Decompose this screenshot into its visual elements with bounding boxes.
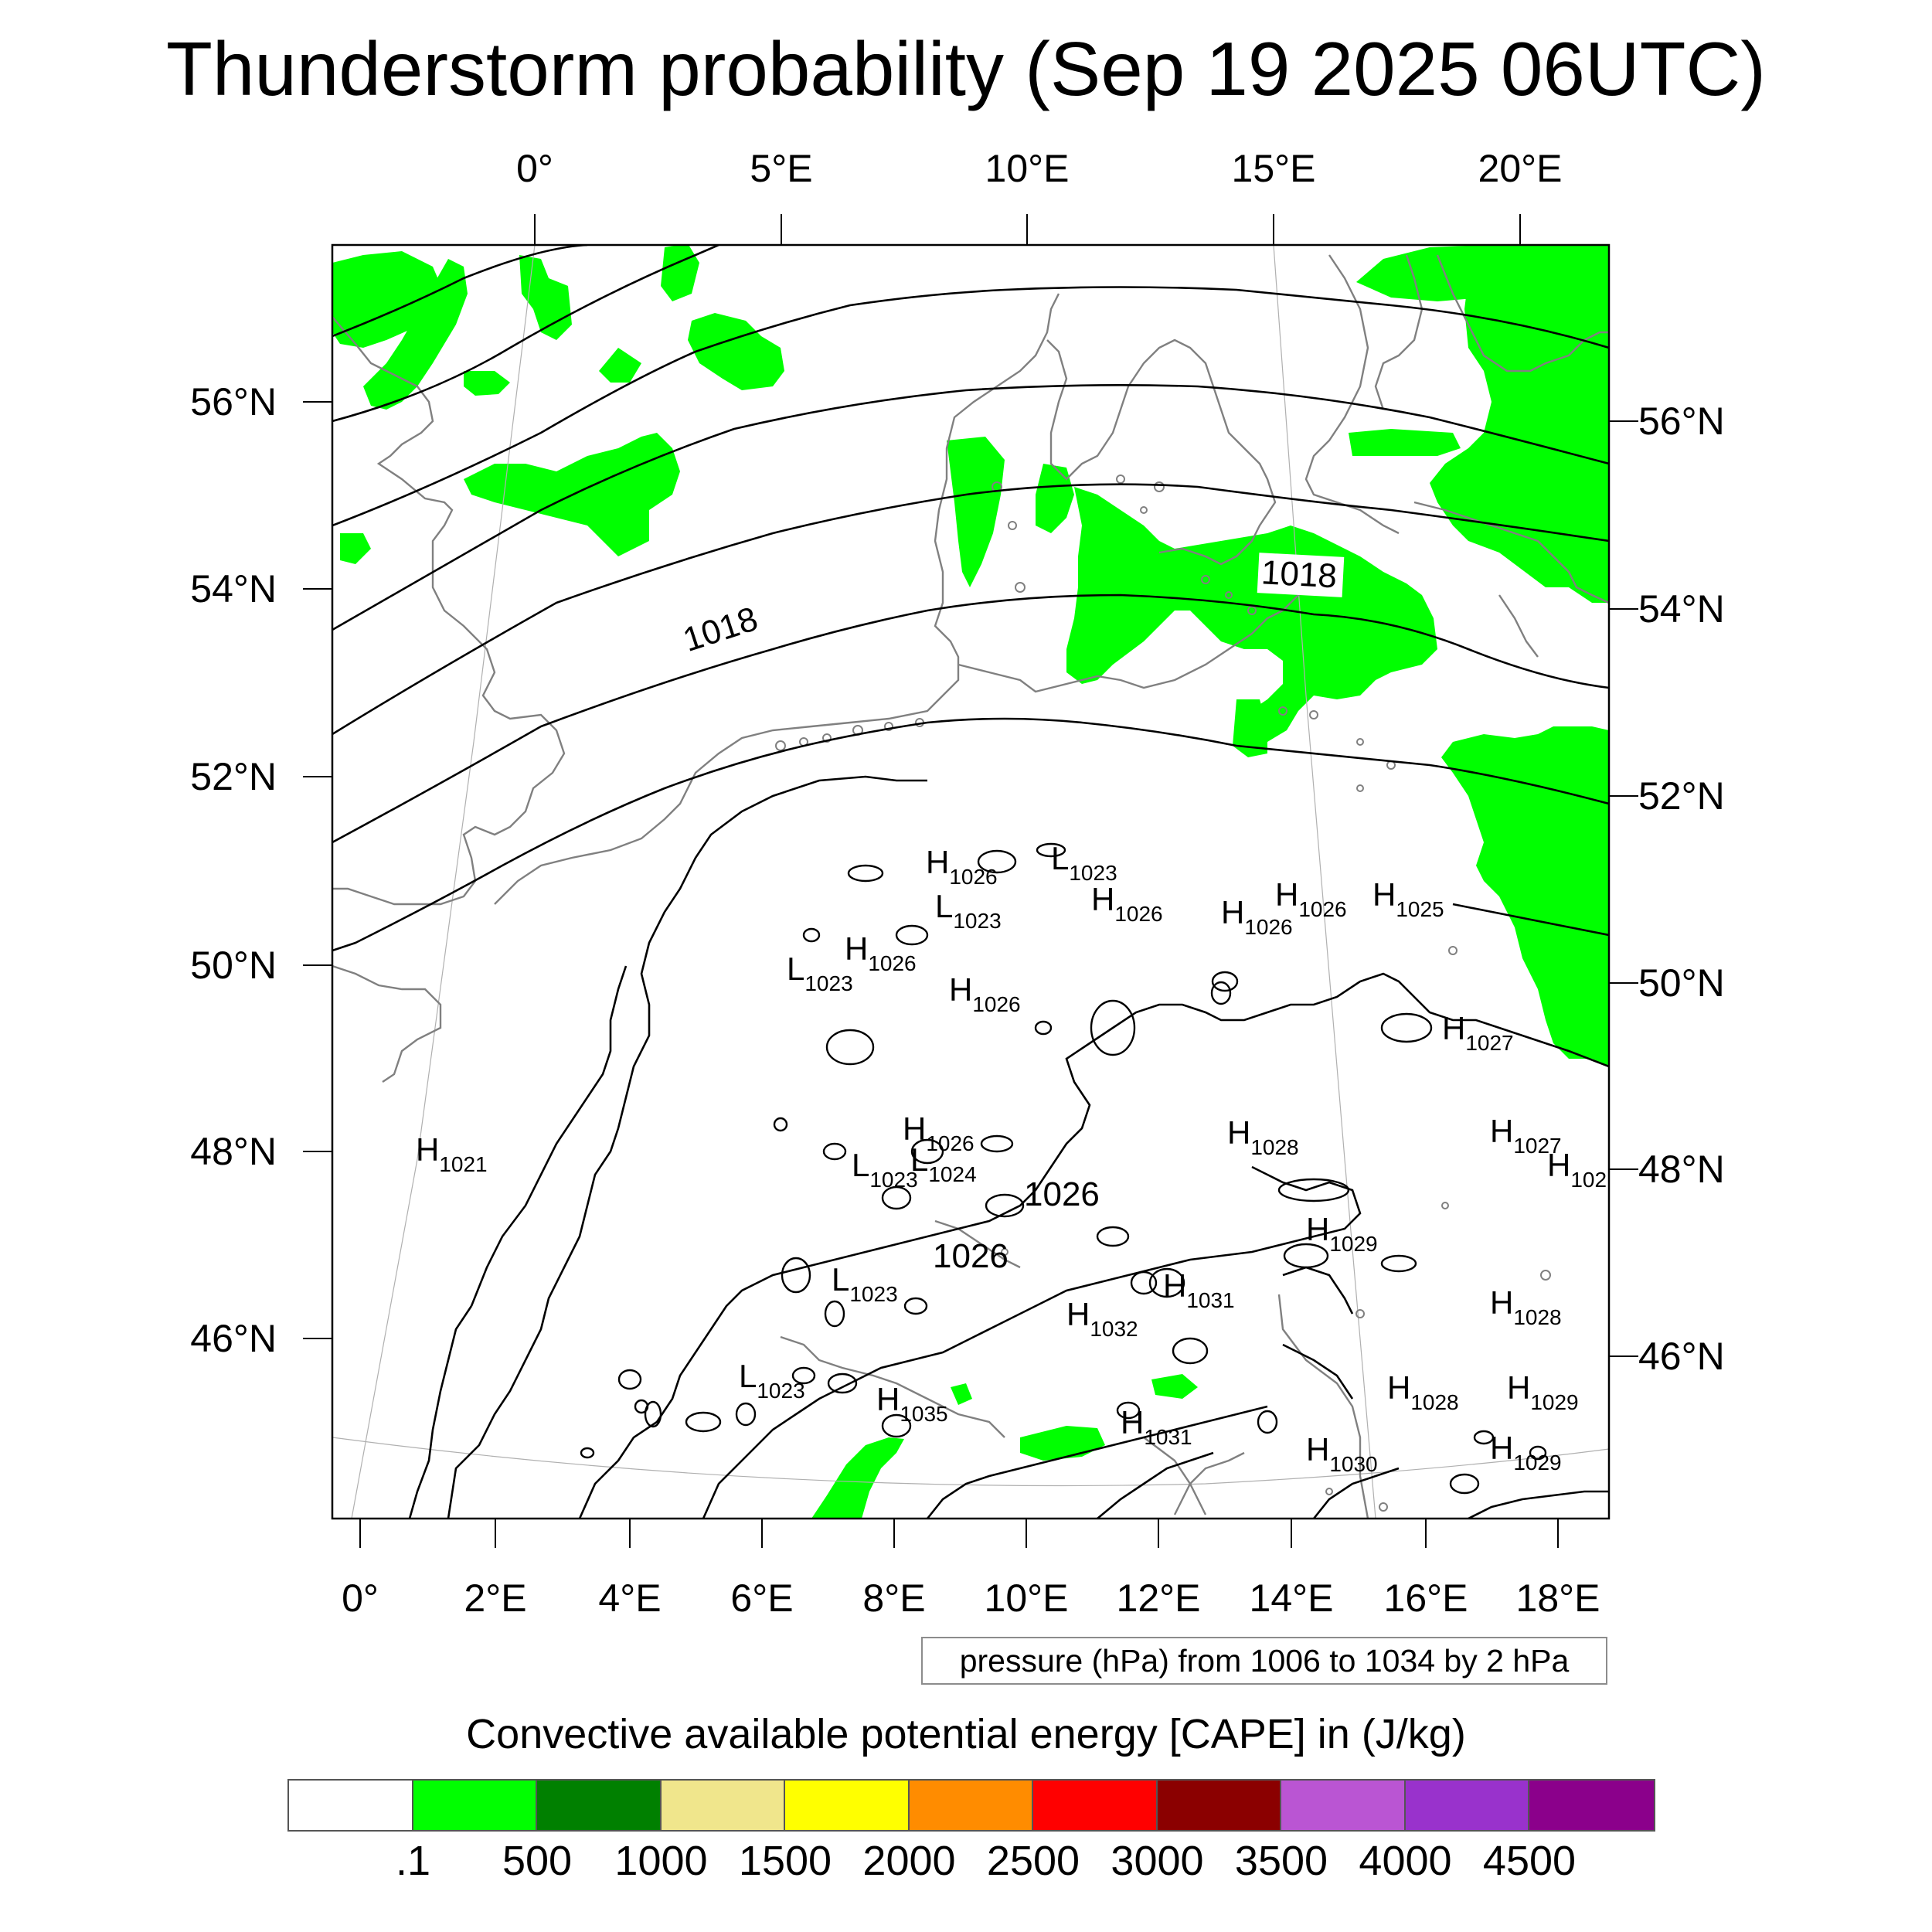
pressure-center: L1023 [832,1261,898,1306]
pressure-center: H1026 [845,930,917,975]
lon-label: 2°E [464,1577,527,1620]
colorbar-label: 4500 [1482,1838,1577,1884]
graticule [332,245,1609,1519]
colorbar-swatch [537,1781,662,1830]
colorbar-label: 2500 [986,1838,1080,1884]
pressure-center: L1024 [910,1141,977,1186]
colorbar-swatch [413,1781,537,1830]
pressure-center: H1029 [1507,1369,1579,1414]
colorbar-title: Convective available potential energy [C… [466,1711,1466,1757]
colorbar [287,1779,1655,1832]
lat-label: 50°N [1638,961,1725,1005]
colorbar-label: .1 [395,1838,431,1884]
colorbar-swatch [1281,1781,1406,1830]
colorbar-label: 1500 [738,1838,832,1884]
isobar-label: 1018 [679,600,762,659]
colorbar-label: 3500 [1234,1838,1328,1884]
pressure-center: H1027 [1490,1113,1562,1158]
pressure-center: H1031 [1121,1404,1192,1449]
lat-label: 52°N [190,755,277,798]
lon-label: 12°E [1116,1577,1201,1620]
isobar-label: 1026 [1024,1175,1100,1213]
tick-marks [303,214,1638,1548]
lon-label: 14°E [1249,1577,1334,1620]
lat-label: 50°N [190,944,277,987]
colorbar-swatch [1033,1781,1158,1830]
colorbar-swatch [909,1781,1033,1830]
lon-label: 8°E [862,1577,926,1620]
isobar-label: 1018 [1260,553,1338,595]
pressure-center: L1023 [787,951,853,995]
colorbar-swatch [1405,1781,1529,1830]
pressure-center: H1027 [1442,1010,1514,1055]
lon-label: 10°E [984,1577,1069,1620]
pressure-center: H1025 [1372,876,1444,921]
lat-label: 54°N [1638,587,1725,631]
lat-label: 52°N [1638,774,1725,818]
pressure-center: L1023 [1051,840,1117,885]
colorbar-swatch [1529,1781,1654,1830]
lon-label: 6°E [730,1577,794,1620]
colorbar-label: 500 [502,1838,573,1884]
pressure-center: H1026 [1221,894,1293,939]
pressure-center: H1026 [1275,876,1347,921]
colorbar-label: 1000 [614,1838,708,1884]
isobars [332,245,1609,1519]
lat-label: 48°N [190,1130,277,1173]
pressure-center: L1023 [935,888,1002,933]
pressure-center: H1035 [876,1381,948,1426]
lon-label: 4°E [598,1577,662,1620]
colorbar-swatch [1157,1781,1281,1830]
lat-label: 46°N [1638,1335,1725,1378]
pressure-center: H1028 [1387,1369,1459,1414]
colorbar-swatch [661,1781,785,1830]
lat-label: 54°N [190,567,277,611]
colorbar-label: 3000 [1111,1838,1204,1884]
isobar-label: 1026 [933,1237,1009,1275]
pressure-center: H1021 [416,1131,488,1176]
contour-info-box: pressure (hPa) from 1006 to 1034 by 2 hP… [921,1637,1607,1685]
pressure-center: H1032 [1066,1296,1138,1341]
isobar-rings [580,842,1547,1495]
pressure-center: H1026 [949,971,1021,1016]
pressure-center: H1028 [1227,1114,1299,1159]
map-title: Thunderstorm probability (Sep 19 2025 06… [166,26,1766,111]
colorbar-label: 4000 [1359,1838,1452,1884]
pressure-center: H102 [1547,1147,1607,1192]
pressure-center: H1026 [926,844,998,889]
lon-label: 18°E [1515,1577,1600,1620]
pressure-center-labels: H1026 L1023 H1026 L1023 H1026 H1026 H102… [416,840,1607,1476]
coastlines [332,254,1609,1519]
pressure-center: H1031 [1163,1267,1235,1312]
colorbar-swatch [289,1781,413,1830]
lat-label: 46°N [190,1317,277,1360]
lon-label: 5°E [750,147,813,190]
lon-label: 0° [516,147,553,190]
pressure-center: H1026 [903,1111,975,1155]
lat-label: 56°N [1638,400,1725,443]
pressure-center: L1023 [739,1358,805,1403]
lon-label: 16°E [1383,1577,1468,1620]
lat-label: 48°N [1638,1148,1725,1191]
lon-label: 15°E [1231,147,1316,190]
lat-label: 56°N [190,380,277,423]
lon-label: 10°E [985,147,1070,190]
pressure-center: H1029 [1490,1430,1562,1475]
pressure-center: L1023 [852,1147,918,1192]
pressure-center: H1026 [1091,881,1163,926]
pressure-center: H1028 [1490,1284,1562,1329]
colorbar-swatch [785,1781,910,1830]
pressure-center: H1030 [1306,1431,1378,1476]
lon-label: 0° [342,1577,379,1620]
lon-label: 20°E [1478,147,1563,190]
colorbar-label: 2000 [862,1838,956,1884]
pressure-center: H1029 [1306,1211,1378,1256]
map-frame [331,243,1611,1520]
